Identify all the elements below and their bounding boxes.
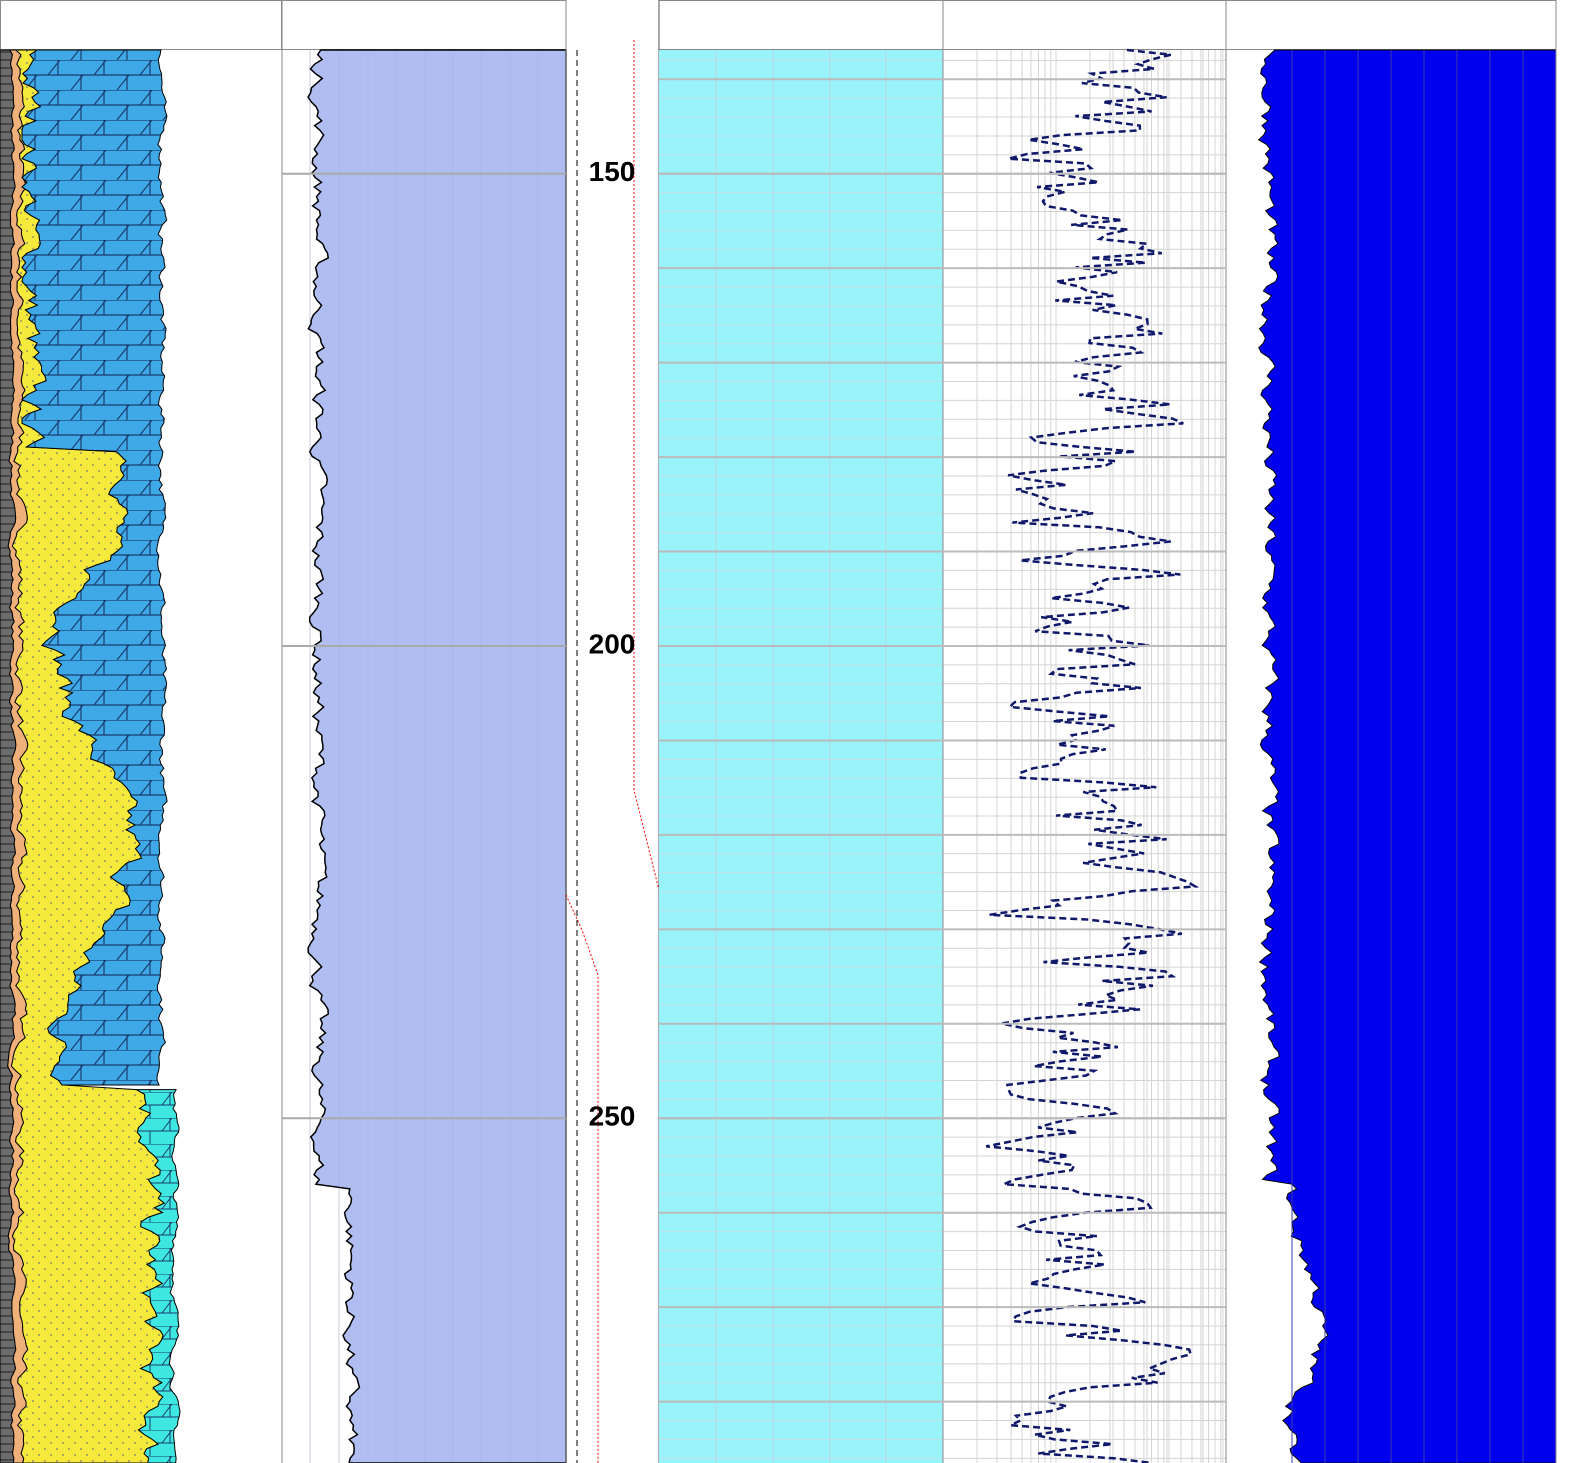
y-tick-label: 150 bbox=[589, 156, 636, 187]
lithology-dolomite bbox=[134, 1089, 181, 1463]
tracks: 150 200 250 bbox=[0, 0, 1557, 1463]
curve-fill bbox=[1257, 49, 1557, 1463]
curve-fill bbox=[307, 49, 567, 1463]
lithology-limestone bbox=[21, 49, 168, 1086]
header bbox=[0, 0, 1557, 50]
red-curve bbox=[565, 894, 599, 1463]
track-fill bbox=[659, 50, 943, 1463]
red-curve bbox=[633, 40, 660, 891]
y-tick-label: 250 bbox=[589, 1101, 636, 1132]
y-tick-label: 200 bbox=[589, 628, 636, 659]
dashed-curve bbox=[985, 48, 1200, 1463]
